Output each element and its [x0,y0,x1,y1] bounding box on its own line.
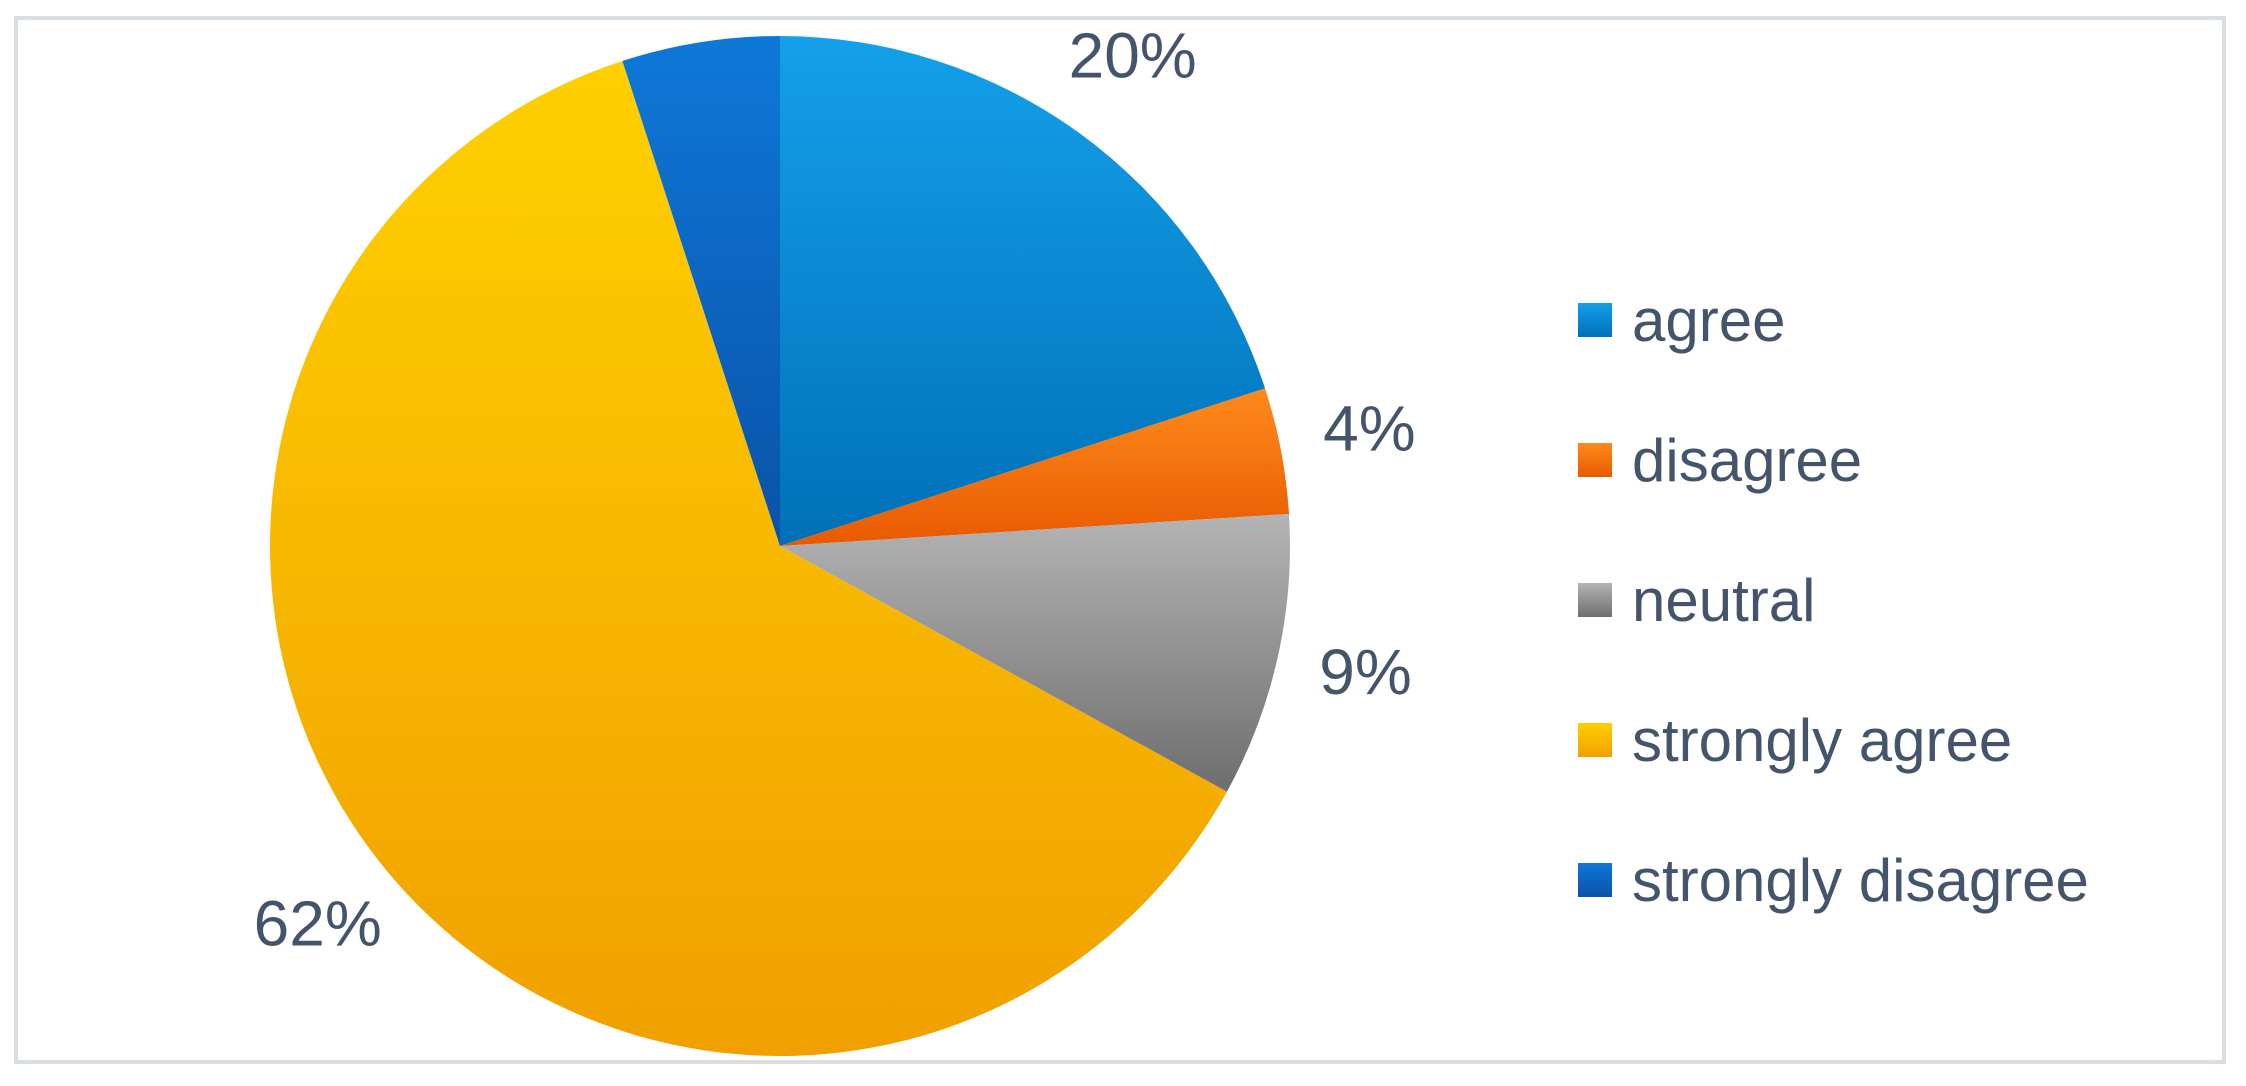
legend-item-strongly-disagree: strongly disagree [1578,810,2089,950]
legend-label: neutral [1632,566,1816,634]
pie-slice-agree [780,36,1266,546]
data-label-agree: 20% [1069,20,1197,91]
pie-chart: 20%4%9%62%5% [254,20,1416,1056]
legend-item-strongly-agree: strongly agree [1578,670,2089,810]
pie-slice-neutral [780,513,1291,792]
legend-label: strongly disagree [1632,846,2089,914]
pie-slice-strongly-disagree [622,36,780,546]
data-label-strongly-agree: 62% [254,887,382,959]
legend-swatch [1578,443,1612,477]
legend-swatch [1578,583,1612,617]
legend-swatch [1578,723,1612,757]
chart-legend: agree disagree neutral strongly agree st… [1578,250,2089,950]
chart-frame: 20%4%9%62%5% agree disagree neutral stro… [14,16,2226,1064]
pie-slice-disagree [780,388,1289,546]
legend-label: strongly agree [1632,706,2013,774]
legend-item-disagree: disagree [1578,390,2089,530]
legend-label: disagree [1632,426,1863,494]
pie-slice-strongly-agree [270,60,1227,1056]
legend-swatch [1578,863,1612,897]
legend-swatch [1578,303,1612,337]
legend-label: agree [1632,286,1786,354]
legend-item-agree: agree [1578,250,2089,390]
data-label-neutral: 9% [1319,636,1412,708]
data-label-disagree: 4% [1323,392,1416,464]
legend-item-neutral: neutral [1578,530,2089,670]
